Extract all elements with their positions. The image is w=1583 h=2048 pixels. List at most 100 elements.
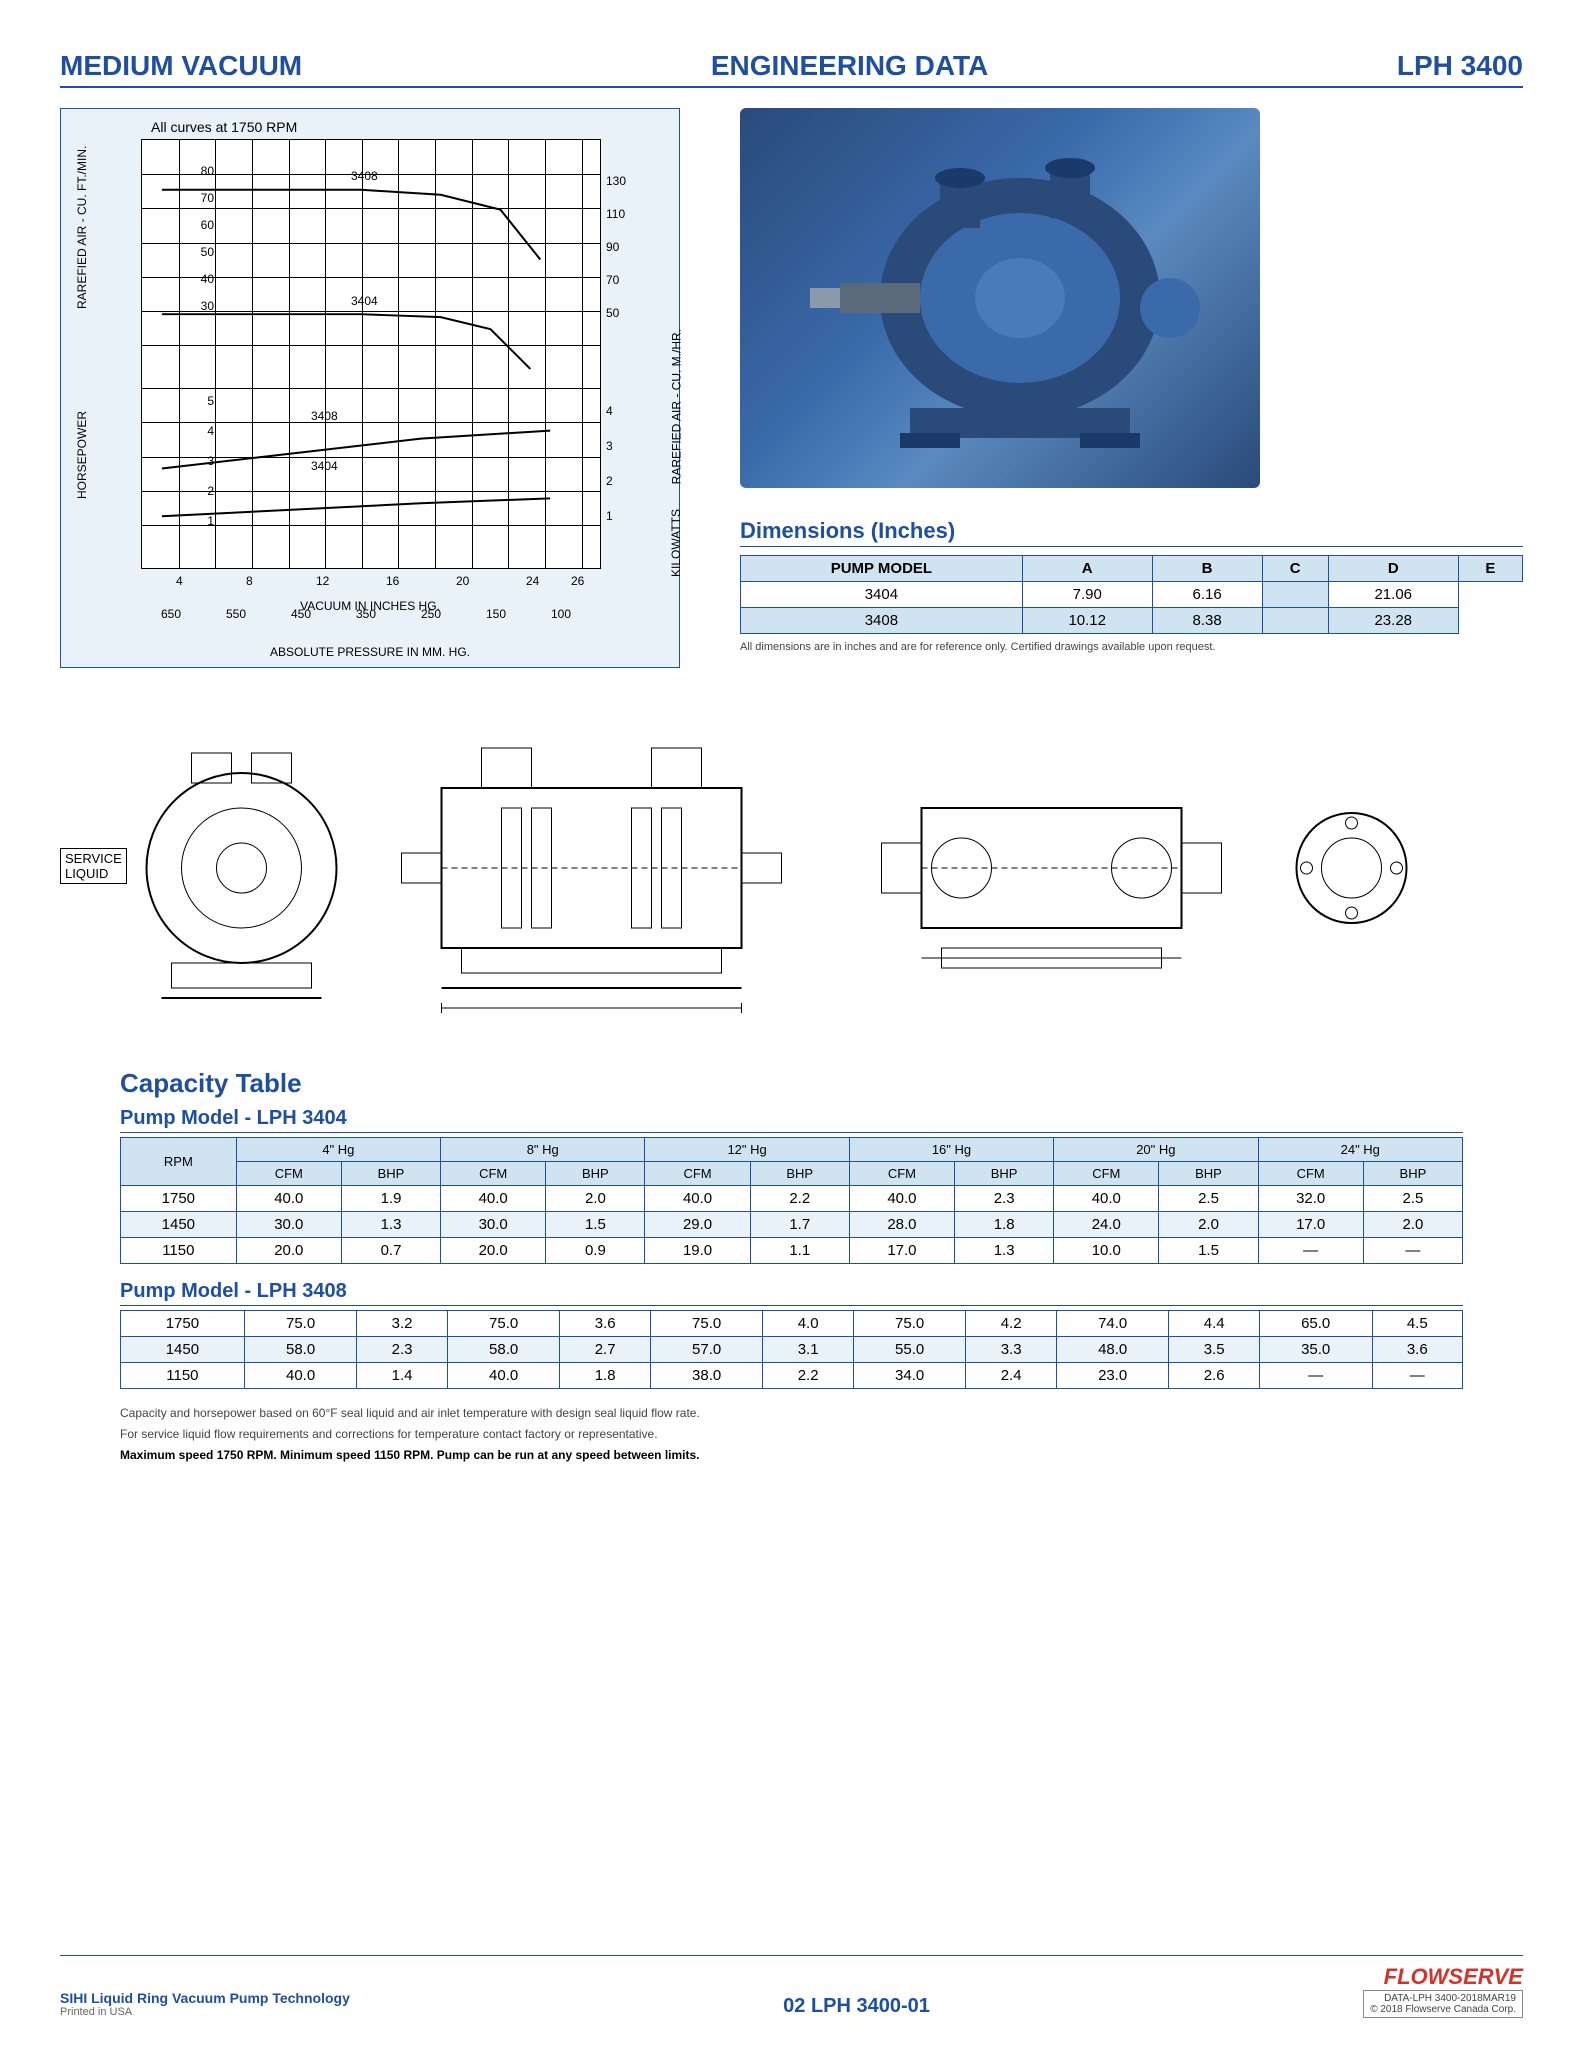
pump-illustration-icon <box>740 108 1260 488</box>
cap-cell: 40.0 <box>645 1186 750 1212</box>
cap-cell: 3.6 <box>1372 1337 1463 1363</box>
cap-cell: 32.0 <box>1258 1186 1363 1212</box>
cap-header: 8" Hg <box>441 1138 645 1162</box>
cap-cell: 58.0 <box>244 1337 357 1363</box>
cap-cell: 4.4 <box>1169 1311 1259 1337</box>
cap-cell: 17.0 <box>1258 1212 1363 1238</box>
cap-cell: 34.0 <box>853 1363 966 1389</box>
ytick: 5 <box>207 394 214 408</box>
y-axis-label-top-left: RAREFIED AIR - CU. FT./MIN. <box>75 146 89 309</box>
cap-cell: 57.0 <box>650 1337 763 1363</box>
ytick-r: 70 <box>606 273 619 287</box>
cap-cell: 28.0 <box>849 1212 954 1238</box>
dim-header: C <box>1262 556 1328 582</box>
chart-title: All curves at 1750 RPM <box>151 119 669 135</box>
footer-page-code: 02 LPH 3400-01 <box>783 1995 930 2018</box>
y-axis-label-bot-right: KILOWATTS <box>669 509 683 577</box>
xtick: 12 <box>316 574 329 588</box>
curve-label: 3404 <box>311 459 338 473</box>
cap-cell: 2.2 <box>763 1363 853 1389</box>
cap-cell: 17.0 <box>849 1238 954 1264</box>
cap-cell: 1.3 <box>955 1238 1054 1264</box>
cap-cell: — <box>1259 1363 1372 1389</box>
cap-cell: 35.0 <box>1259 1337 1372 1363</box>
cap-cell: 1750 <box>121 1186 237 1212</box>
table-subheader-row: CFMBHP CFMBHP CFMBHP CFMBHP CFMBHP CFMBH… <box>121 1162 1463 1186</box>
y-axis-label-bot-left: HORSEPOWER <box>75 411 89 499</box>
cap-cell: 10.0 <box>1054 1238 1159 1264</box>
cap-header: 4" Hg <box>236 1138 440 1162</box>
cap-cell: 2.2 <box>750 1186 849 1212</box>
cap-cell: 2.6 <box>1169 1363 1259 1389</box>
technical-drawing: SERVICE LIQUID <box>60 698 1523 1038</box>
ytick-r: 1 <box>606 509 613 523</box>
model1-subtitle: Pump Model - LPH 3404 <box>120 1107 1463 1133</box>
capacity-table-3404: RPM 4" Hg 8" Hg 12" Hg 16" Hg 20" Hg 24"… <box>120 1137 1463 1264</box>
xtick: 16 <box>386 574 399 588</box>
service-liquid-label: SERVICE LIQUID <box>60 848 127 884</box>
dim-cell: 6.16 <box>1152 582 1262 608</box>
cap-cell: 40.0 <box>447 1363 560 1389</box>
cap-cell: 2.5 <box>1363 1186 1462 1212</box>
cap-cell: 0.9 <box>546 1238 645 1264</box>
cap-cell: 1.5 <box>1159 1238 1258 1264</box>
cap-cell: 40.0 <box>244 1363 357 1389</box>
cap-header: 12" Hg <box>645 1138 849 1162</box>
ytick-r: 4 <box>606 404 613 418</box>
cap-cell: 2.7 <box>560 1337 650 1363</box>
cap-cell: 2.0 <box>546 1186 645 1212</box>
cap-cell: 75.0 <box>650 1311 763 1337</box>
cap-cell: 3.2 <box>357 1311 447 1337</box>
ytick: 70 <box>201 191 214 205</box>
cap-cell: 38.0 <box>650 1363 763 1389</box>
cap-cell: 1150 <box>121 1238 237 1264</box>
capacity-note: Capacity and horsepower based on 60°F se… <box>120 1405 1523 1422</box>
performance-chart: All curves at 1750 RPM <box>60 108 680 668</box>
cap-cell: 2.3 <box>357 1337 447 1363</box>
header-title: ENGINEERING DATA <box>711 50 988 82</box>
ytick-r: 3 <box>606 439 613 453</box>
x-axis-label-2: ABSOLUTE PRESSURE IN MM. HG. <box>61 645 679 659</box>
cap-cell: 40.0 <box>236 1186 341 1212</box>
flowserve-logo: FLOWSERVE <box>1363 1964 1523 1990</box>
cap-cell: 30.0 <box>236 1212 341 1238</box>
dim-cell <box>1262 608 1328 634</box>
table-row: 175040.01.940.02.040.02.240.02.340.02.53… <box>121 1186 1463 1212</box>
ytick: 4 <box>207 424 214 438</box>
dim-header: E <box>1458 556 1522 582</box>
cap-cell: 30.0 <box>441 1212 546 1238</box>
cap-cell: 75.0 <box>244 1311 357 1337</box>
ytick: 30 <box>201 299 214 313</box>
cap-cell: 1.4 <box>357 1363 447 1389</box>
capacity-table-3408: 175075.03.275.03.675.04.075.04.274.04.46… <box>120 1310 1463 1389</box>
cap-cell: 1450 <box>121 1337 245 1363</box>
ytick-r: 50 <box>606 306 619 320</box>
cap-cell: 40.0 <box>1054 1186 1159 1212</box>
table-header-row: PUMP MODEL A B C D E <box>741 556 1523 582</box>
dim-cell: 3408 <box>741 608 1023 634</box>
dim-cell: 10.12 <box>1022 608 1152 634</box>
cap-cell: 40.0 <box>849 1186 954 1212</box>
curve-label: 3408 <box>351 169 378 183</box>
cap-cell: 1.9 <box>341 1186 440 1212</box>
cap-cell: 2.3 <box>955 1186 1054 1212</box>
cap-cell: 3.3 <box>966 1337 1056 1363</box>
cap-cell: 3.5 <box>1169 1337 1259 1363</box>
cap-header: RPM <box>121 1138 237 1186</box>
table-row: 115020.00.720.00.919.01.117.01.310.01.5—… <box>121 1238 1463 1264</box>
dimensions-note: All dimensions are in inches and are for… <box>740 640 1523 654</box>
cap-header: 20" Hg <box>1054 1138 1258 1162</box>
ytick: 2 <box>207 484 214 498</box>
capacity-title: Capacity Table <box>120 1068 1523 1099</box>
cap-cell: 1750 <box>121 1311 245 1337</box>
table-row: 3408 10.12 8.38 23.28 <box>741 608 1523 634</box>
cap-cell: 4.0 <box>763 1311 853 1337</box>
cap-cell: 40.0 <box>441 1186 546 1212</box>
ytick: 40 <box>201 272 214 286</box>
table-row: 3404 7.90 6.16 21.06 <box>741 582 1523 608</box>
cap-cell: 20.0 <box>236 1238 341 1264</box>
table-row: 175075.03.275.03.675.04.075.04.274.04.46… <box>121 1311 1463 1337</box>
footer-docid: DATA-LPH 3400-2018MAR19 © 2018 Flowserve… <box>1363 1990 1523 2018</box>
cap-cell: 74.0 <box>1056 1311 1169 1337</box>
cap-cell: 2.5 <box>1159 1186 1258 1212</box>
